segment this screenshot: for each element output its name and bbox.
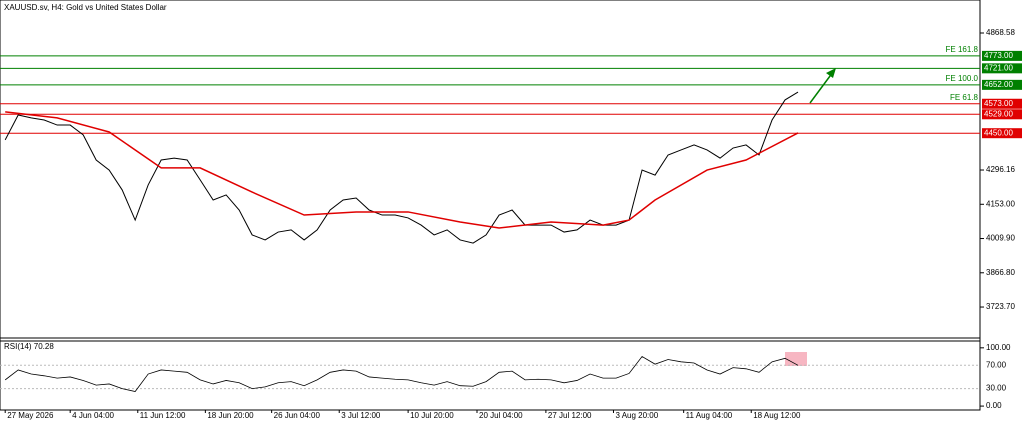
- level-box: [982, 128, 1022, 139]
- arrow: [809, 71, 834, 104]
- x-tick-label: 4 Jun 04:00: [72, 411, 114, 420]
- level-label: 4529.00: [984, 109, 1013, 118]
- highlight: [785, 352, 807, 366]
- x-tick-label: 26 Jun 04:00: [274, 411, 321, 420]
- annotation: FE 61.8: [950, 93, 979, 102]
- rsi-line: [4, 356, 799, 392]
- x-tick-label: 20 Jul 04:00: [479, 411, 523, 420]
- x-tick-label: 27 Jul 12:00: [548, 411, 592, 420]
- x-tick-label: 18 Jun 20:00: [207, 411, 254, 420]
- x-tick-label: 3 Jul 12:00: [341, 411, 381, 420]
- level-box: [982, 98, 1022, 109]
- y-tick-label: 4868.58: [986, 28, 1015, 37]
- level-label: 4652.00: [984, 80, 1013, 89]
- y-tick-label: 4153.00: [986, 199, 1015, 208]
- rsi-tick-label: 30.00: [986, 384, 1007, 393]
- y-tick-label: 4009.90: [986, 234, 1015, 243]
- arrow-head: [826, 68, 836, 78]
- annotation: FE 100.0: [946, 74, 979, 83]
- rsi-tick-label: 100.00: [986, 343, 1011, 352]
- x-tick-label: 11 Jun 12:00: [140, 411, 186, 420]
- x-tick-label: 18 Aug 12:00: [753, 411, 801, 420]
- level-box: [982, 109, 1022, 120]
- chart-title: XAUUSD.sv, H4: Gold vs United States Dol…: [4, 3, 167, 12]
- y-tick-label: 3866.80: [986, 268, 1015, 277]
- x-tick-label: 3 Aug 20:00: [615, 411, 658, 420]
- y-tick-label: 4296.16: [986, 165, 1015, 174]
- annotation: FE 161.8: [946, 45, 979, 54]
- level-label: 4573.00: [984, 99, 1013, 108]
- price-line: [5, 111, 799, 229]
- level-label: 4450.00: [984, 128, 1013, 137]
- rsi-tick-label: 70.00: [986, 360, 1007, 369]
- rsi-tick-label: 0.00: [986, 401, 1002, 410]
- level-box: [982, 63, 1022, 74]
- plot-frame: [0, 0, 981, 411]
- rsi-label: RSI(14) 70.28: [4, 342, 54, 351]
- level-label: 4773.00: [984, 51, 1013, 60]
- x-tick-label: 27 May 2026: [7, 411, 54, 420]
- x-tick-label: 11 Aug 04:00: [686, 411, 733, 420]
- price-line: [4, 91, 799, 244]
- x-tick-label: 10 Jul 20:00: [410, 411, 454, 420]
- y-tick-label: 3723.70: [986, 302, 1015, 311]
- level-box: [982, 50, 1022, 61]
- level-box: [982, 79, 1022, 90]
- level-label: 4721.00: [984, 63, 1013, 72]
